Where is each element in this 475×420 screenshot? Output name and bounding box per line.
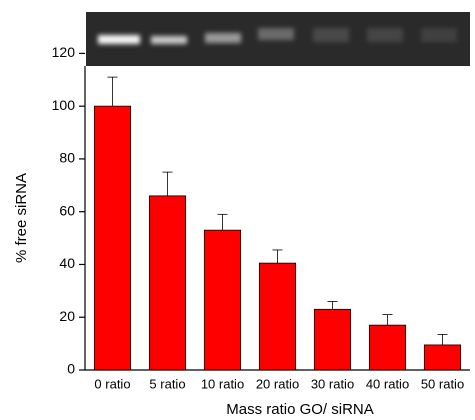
x-tick-label: 40 ratio	[366, 376, 409, 391]
y-tick-label: 20	[59, 308, 75, 324]
bar	[368, 324, 407, 371]
gel-image	[86, 12, 470, 66]
bar	[258, 262, 297, 371]
y-axis-label: % free siRNA	[13, 173, 30, 263]
x-axis-label: Mass ratio GO/ siRNA	[226, 401, 374, 418]
error-bar	[437, 333, 448, 345]
y-tick-label: 0	[67, 361, 75, 377]
bar	[148, 195, 187, 371]
y-tick-label: 60	[59, 202, 75, 218]
x-tick-label: 5 ratio	[149, 376, 185, 391]
y-tick-label: 40	[59, 255, 75, 271]
error-bar	[272, 249, 283, 264]
x-tick-label: 50 ratio	[421, 376, 464, 391]
error-bar	[327, 300, 338, 310]
y-tick-label: 120	[52, 44, 76, 60]
error-bar	[162, 171, 173, 196]
bar	[203, 229, 242, 371]
x-tick-label: 0 ratio	[94, 376, 130, 391]
error-bar	[382, 314, 393, 326]
bar	[93, 105, 132, 371]
error-bar	[217, 213, 228, 231]
y-tick-label: 100	[52, 97, 76, 113]
bar	[313, 308, 352, 371]
bar	[423, 344, 462, 371]
error-bar	[107, 76, 118, 107]
x-tick-label: 10 ratio	[201, 376, 244, 391]
x-tick-label: 30 ratio	[311, 376, 354, 391]
y-tick-label: 80	[59, 150, 75, 166]
x-tick-label: 20 ratio	[256, 376, 299, 391]
